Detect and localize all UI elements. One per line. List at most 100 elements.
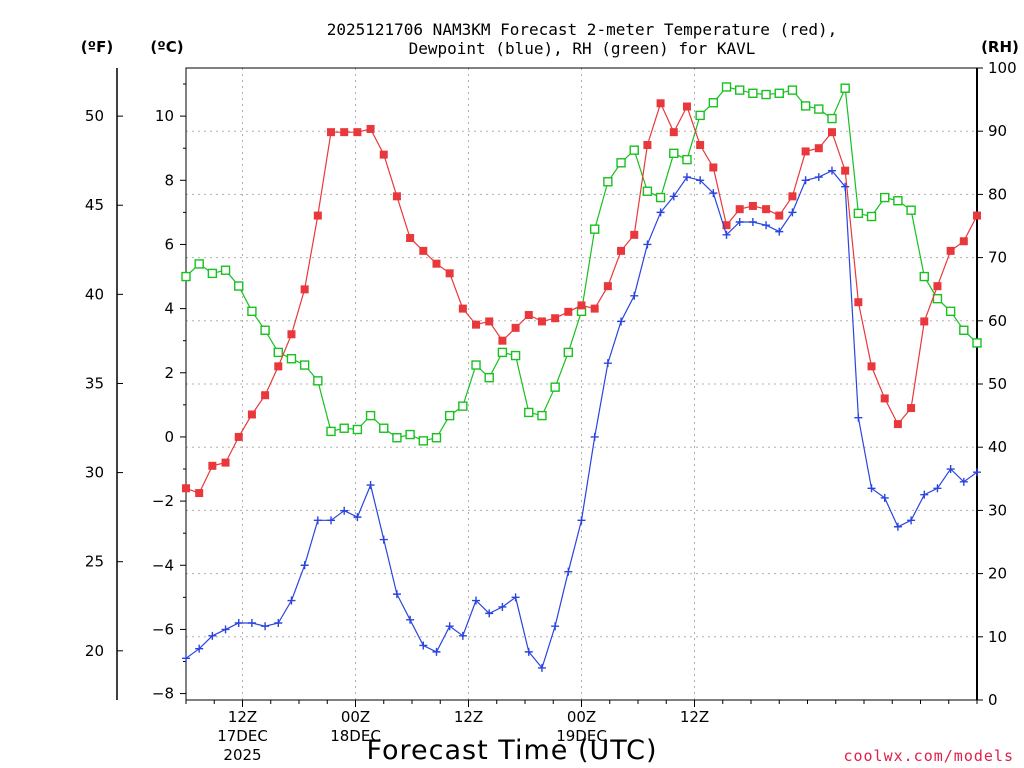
- temperature-point: [287, 330, 296, 339]
- rh-point: [735, 85, 745, 95]
- rh-point: [774, 88, 784, 98]
- dewpoint-point: [643, 240, 652, 249]
- rh-point: [906, 205, 916, 215]
- temperature-point: [511, 323, 520, 332]
- rh-tick-label: 0: [988, 691, 998, 709]
- rh-point: [589, 224, 600, 234]
- dewpoint-point: [973, 468, 981, 477]
- axes-ticks: 1086420−2−4−6−85045403530252010090807060…: [85, 59, 1017, 764]
- dewpoint-point: [788, 208, 797, 217]
- rh-point: [484, 372, 494, 383]
- temperature-point: [300, 285, 309, 294]
- rh-point: [932, 293, 943, 304]
- rh-tick-label: 70: [988, 249, 1007, 267]
- rh-tick-label: 50: [988, 375, 1007, 393]
- rh-point: [761, 89, 771, 100]
- temperature-point: [208, 461, 217, 470]
- rh-point: [471, 360, 481, 370]
- temperature-point: [617, 246, 626, 255]
- rh-point: [800, 101, 811, 111]
- dewpoint-point: [445, 622, 454, 631]
- temperature-point: [841, 166, 850, 175]
- dewpoint-point: [366, 481, 375, 490]
- temperature-point: [748, 201, 757, 210]
- dewpoint-point: [722, 230, 731, 239]
- temperature-point: [195, 489, 204, 498]
- dewpoint-point: [221, 625, 230, 634]
- chart-title-line1: 2025121706 NAM3KM Forecast 2-meter Tempe…: [327, 20, 838, 39]
- fahrenheit-tick-label: 25: [85, 553, 104, 571]
- dewpoint-point: [195, 644, 204, 653]
- celsius-tick-label: −8: [152, 685, 174, 703]
- rh-point: [655, 192, 666, 203]
- temperature-point: [551, 314, 560, 323]
- temperature-point: [801, 147, 810, 156]
- dewpoint-point: [234, 619, 243, 628]
- rh-tick-label: 40: [988, 438, 1007, 456]
- dewpoint-point: [419, 641, 428, 650]
- dewpoint-point: [182, 654, 190, 663]
- rh-point: [326, 426, 336, 437]
- temperature-point: [643, 140, 652, 149]
- dewpoint-point: [340, 506, 349, 515]
- temperature-point: [234, 432, 243, 441]
- temperature-point: [419, 246, 428, 255]
- rh-point: [866, 211, 877, 222]
- dewpoint-point: [735, 217, 744, 226]
- rh-point: [207, 268, 218, 279]
- celsius-tick-label: 4: [164, 300, 174, 318]
- dewpoint-point: [511, 593, 520, 602]
- rh-point: [418, 436, 428, 446]
- temperature-point: [182, 484, 190, 493]
- dewpoint-point: [208, 631, 217, 640]
- dewpoint-point: [907, 516, 916, 525]
- fahrenheit-tick-label: 35: [85, 374, 104, 392]
- series-temperature: [182, 99, 981, 498]
- rh-point: [220, 265, 231, 275]
- x-tick-label-date: 17DEC: [217, 727, 268, 745]
- x-axis-label: Forecast Time (UTC): [366, 735, 657, 766]
- temperature-point: [353, 128, 362, 137]
- temperature-point: [814, 144, 823, 153]
- rh-tick-label: 80: [988, 185, 1007, 203]
- temperature-point: [247, 410, 256, 419]
- rh-point: [814, 104, 824, 114]
- dewpoint-point: [300, 561, 309, 570]
- rh-point: [880, 192, 890, 203]
- temperature-point: [722, 221, 731, 230]
- dewpoint-point: [287, 596, 296, 605]
- dewpoint-point: [893, 522, 902, 531]
- rh-point: [247, 306, 257, 317]
- temperature-point: [656, 99, 665, 108]
- temperature-point: [485, 317, 494, 326]
- dewpoint-point: [577, 516, 586, 525]
- rh-point: [669, 148, 679, 159]
- rh-point: [339, 423, 349, 433]
- rh-point: [365, 410, 376, 421]
- temperature-point: [327, 128, 336, 137]
- rh-point: [458, 401, 468, 411]
- temperature-point: [788, 192, 797, 201]
- temperature-point: [920, 317, 929, 326]
- rh-tick-label: 90: [988, 122, 1007, 140]
- temperature-point: [379, 150, 388, 159]
- dewpoint-point: [406, 615, 415, 624]
- celsius-tick-label: 8: [164, 171, 174, 189]
- rh-point: [379, 423, 389, 433]
- temperature-point: [682, 102, 691, 111]
- dewpoint-point: [432, 647, 441, 656]
- dewpoint-point: [827, 166, 836, 175]
- fahrenheit-tick-label: 20: [85, 642, 104, 660]
- dewpoint-point: [762, 221, 771, 230]
- rh-point: [787, 85, 798, 95]
- rh-point: [194, 259, 204, 269]
- rh-tick-label: 60: [988, 312, 1007, 330]
- rh-point: [273, 347, 283, 358]
- dewpoint-point: [392, 590, 401, 599]
- x-tick-label-date: 18DEC: [330, 727, 381, 745]
- dewpoint-point: [498, 602, 507, 611]
- temperature-point: [696, 140, 705, 149]
- rh-point: [919, 271, 929, 282]
- fahrenheit-unit-label: (ºF): [81, 38, 113, 56]
- temperature-point: [893, 420, 902, 429]
